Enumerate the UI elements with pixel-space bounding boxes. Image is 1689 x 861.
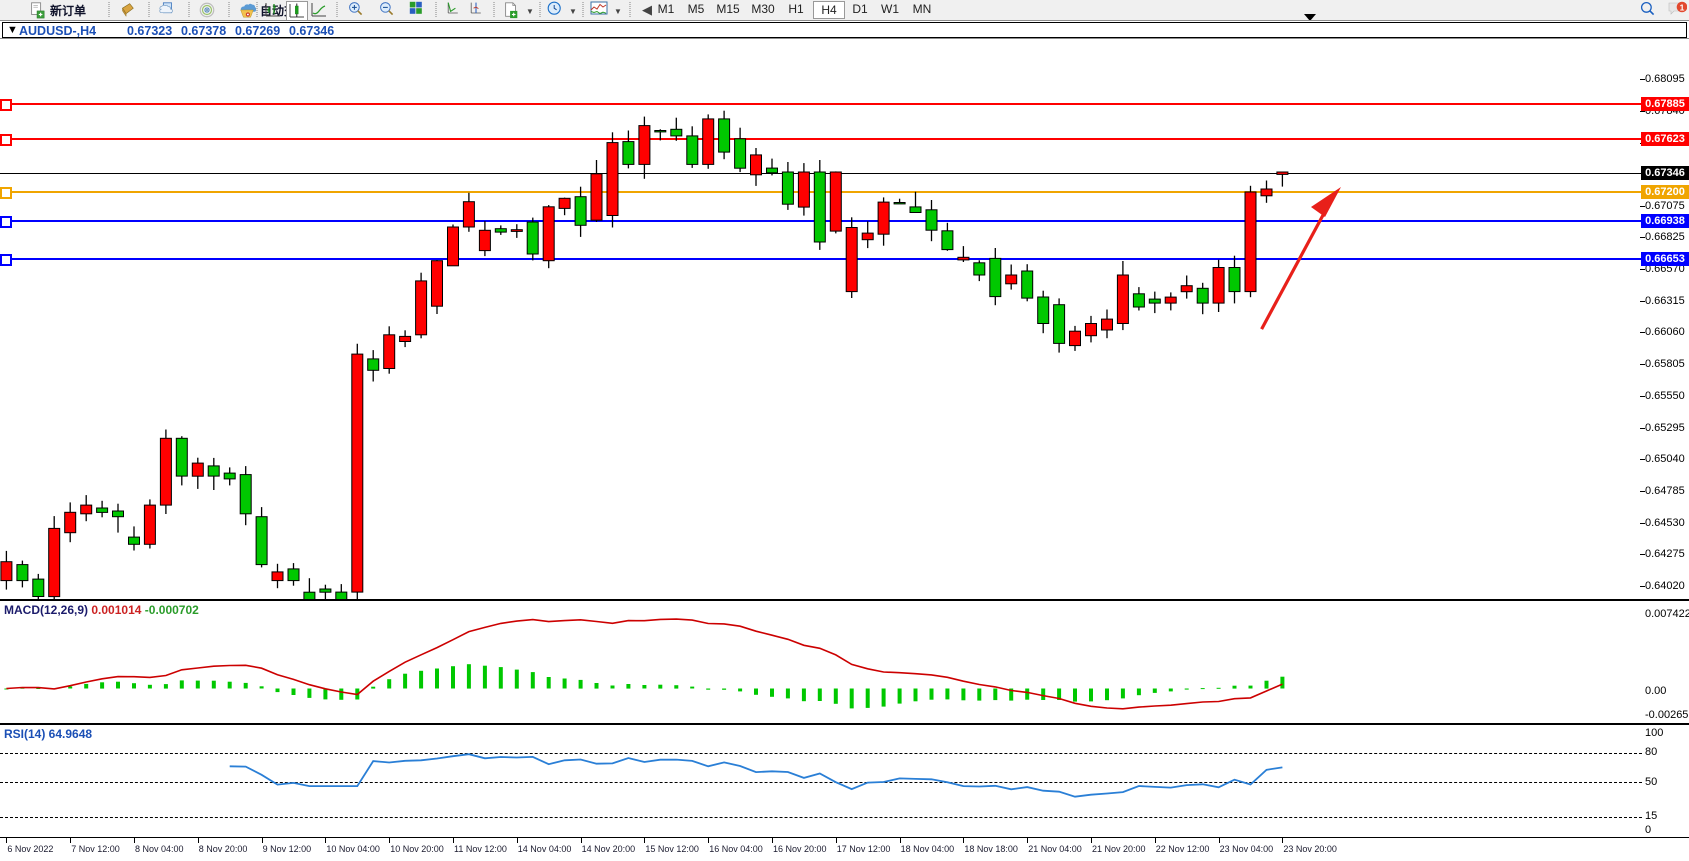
svg-text:1: 1 (1680, 2, 1685, 12)
